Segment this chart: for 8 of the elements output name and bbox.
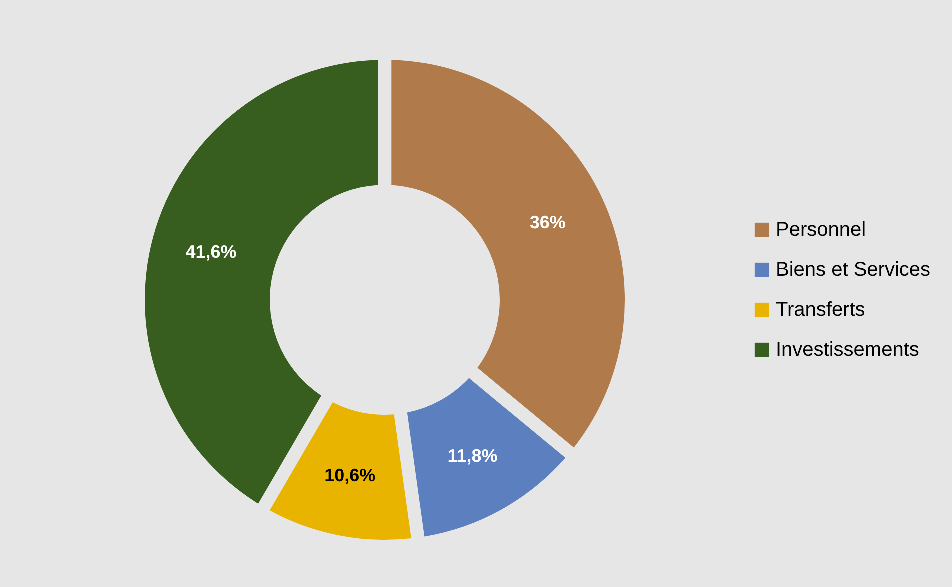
data-label: 11,8% [448,446,498,466]
data-label: 36% [530,212,566,232]
legend-label: Personnel [776,219,866,241]
legend-label: Biens et Services [776,259,931,281]
legend-label: Investissements [776,339,920,361]
data-label: 41,6% [186,242,237,262]
legend-label: Transferts [776,299,866,321]
data-label: 10,6% [324,466,376,486]
